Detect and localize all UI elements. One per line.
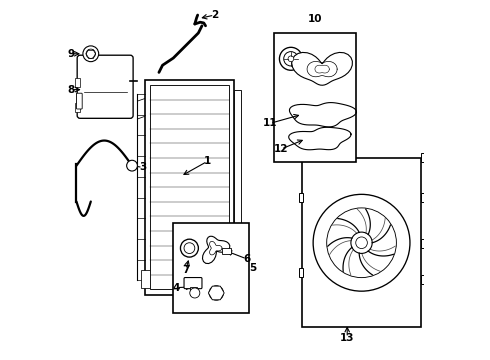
Text: 12: 12 [273,144,288,154]
Text: 1: 1 [204,156,211,166]
Circle shape [351,232,372,253]
Text: 13: 13 [340,333,354,343]
Bar [421,239,425,248]
Circle shape [279,47,302,70]
Bar [421,193,425,202]
Text: 4: 4 [172,283,180,293]
Circle shape [356,237,368,248]
Polygon shape [202,236,230,264]
Bar [190,287,196,295]
Circle shape [126,160,137,171]
Circle shape [180,239,198,257]
Circle shape [190,288,200,298]
FancyBboxPatch shape [76,93,82,109]
Circle shape [284,51,298,66]
Text: 8: 8 [68,85,74,95]
Bar [302,158,421,327]
Polygon shape [292,53,352,85]
Bar [74,103,80,112]
Bar [421,153,425,162]
Bar [145,80,234,295]
Bar [74,78,80,87]
Text: 10: 10 [308,14,322,24]
Circle shape [327,208,396,278]
Text: 11: 11 [263,118,277,128]
Text: 2: 2 [211,10,218,20]
Text: 3: 3 [139,162,147,172]
Circle shape [86,49,96,58]
Bar [274,33,356,162]
Bar [299,193,303,202]
FancyBboxPatch shape [184,278,202,289]
Bar [173,223,248,313]
Circle shape [213,289,220,297]
Bar [299,268,303,277]
Circle shape [184,243,195,253]
Bar [221,248,231,255]
Polygon shape [208,286,224,300]
Text: 5: 5 [249,263,256,273]
Circle shape [288,56,294,62]
Circle shape [83,46,98,62]
Text: 7: 7 [182,265,190,275]
Circle shape [313,194,410,291]
Bar [141,270,150,288]
Bar [421,275,425,284]
Text: 6: 6 [243,254,250,264]
Bar [234,90,241,284]
FancyBboxPatch shape [77,55,133,118]
Text: 9: 9 [68,49,74,59]
Circle shape [209,286,223,300]
Bar [150,85,229,289]
